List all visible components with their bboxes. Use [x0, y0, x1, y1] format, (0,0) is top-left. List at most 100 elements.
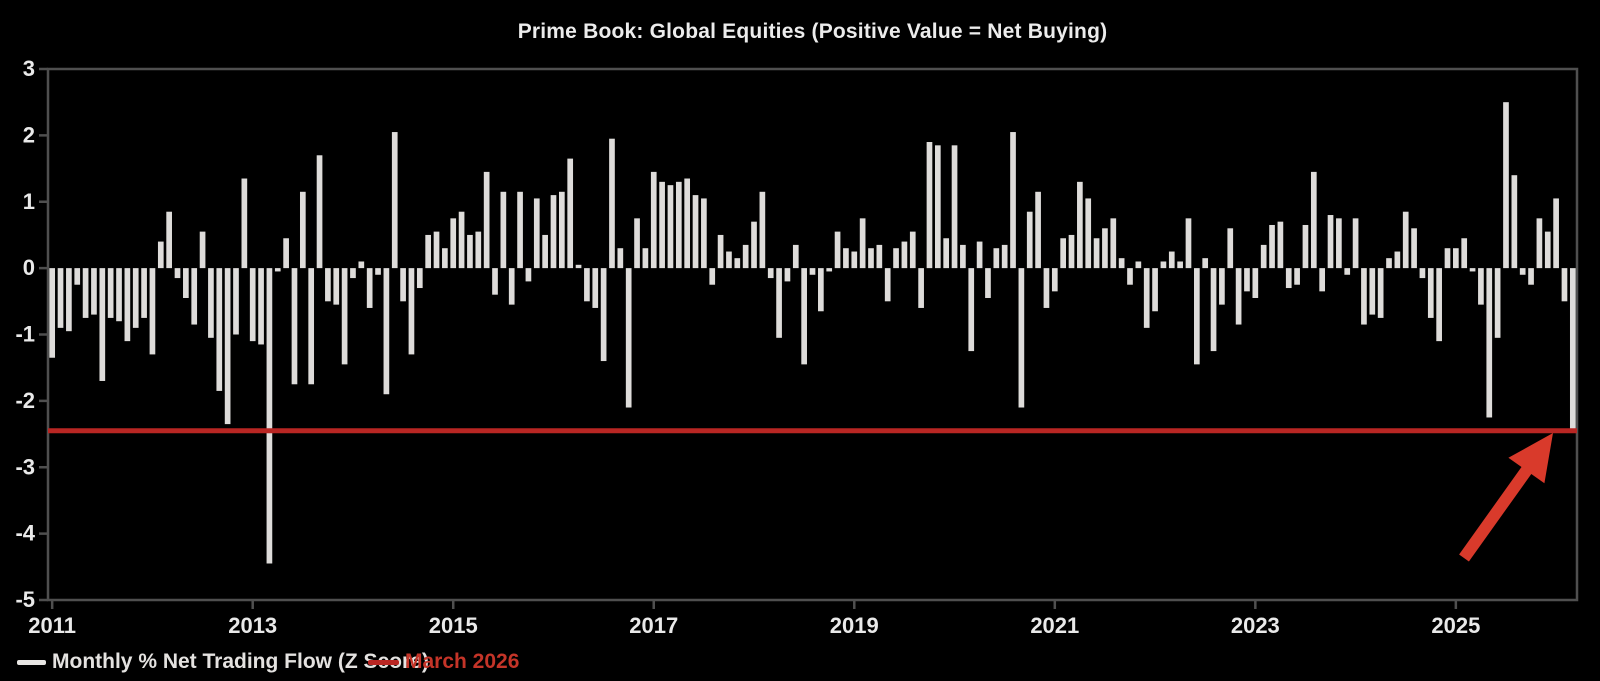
legend: Monthly % Net Trading Flow (Z Score) Mar… [0, 645, 1600, 679]
bar [132, 268, 139, 328]
bar [985, 268, 991, 298]
bar [1377, 268, 1384, 318]
bar [1553, 198, 1559, 269]
refline-legend-label: March 2026 [405, 650, 520, 673]
bar [1327, 215, 1334, 269]
bar [834, 231, 841, 269]
bar [1402, 211, 1409, 269]
bar [818, 268, 824, 312]
bar [183, 268, 189, 298]
bar [1160, 261, 1167, 269]
bar [1135, 261, 1142, 269]
bar [1319, 268, 1326, 292]
bar [442, 248, 448, 269]
bar [400, 268, 406, 302]
bar [375, 268, 381, 275]
bar [759, 191, 766, 269]
bar [391, 132, 398, 269]
bar [233, 268, 239, 335]
bar [734, 258, 741, 269]
bar [625, 268, 632, 408]
bar [1143, 268, 1150, 328]
bar [968, 268, 975, 352]
bar [1093, 238, 1100, 269]
bar [350, 268, 356, 279]
bar [174, 268, 181, 279]
bar [684, 178, 691, 269]
bar [416, 268, 423, 289]
bar [1077, 181, 1083, 269]
bar [74, 268, 81, 285]
bar [542, 234, 548, 269]
bar [742, 244, 749, 269]
bar [1352, 218, 1359, 269]
bar [492, 268, 498, 295]
bar [107, 268, 114, 318]
bar [926, 142, 933, 269]
bar [274, 268, 281, 272]
bar [868, 248, 874, 269]
refline-swatch [368, 659, 399, 665]
bar [408, 268, 415, 355]
bar [592, 268, 599, 308]
bar [1260, 244, 1267, 269]
bar [1102, 228, 1108, 269]
bar [425, 234, 432, 269]
bar [1244, 268, 1250, 292]
y-tick-label: -2 [15, 388, 35, 413]
bar [884, 268, 891, 302]
x-tick-label: 2017 [629, 613, 678, 638]
bar [99, 268, 106, 381]
bar [675, 181, 682, 269]
bar [1068, 234, 1075, 269]
bar [934, 145, 941, 269]
bar [659, 181, 665, 269]
bar [1294, 268, 1300, 285]
x-tick-label: 2019 [830, 613, 879, 638]
bar [1001, 244, 1008, 269]
bar [1444, 248, 1451, 269]
x-tick-label: 2015 [429, 613, 478, 638]
bar [650, 171, 657, 269]
bar [1411, 228, 1417, 269]
y-tick-label: -4 [15, 521, 35, 546]
bar [1051, 268, 1058, 292]
chart-title: Prime Book: Global Equities (Positive Va… [517, 20, 1108, 43]
bar [1386, 258, 1392, 269]
bar [1210, 268, 1217, 352]
bar [1494, 268, 1501, 338]
bar [249, 268, 256, 342]
bar [199, 231, 206, 269]
bar [1110, 218, 1117, 269]
bar [216, 268, 223, 391]
bar [1060, 238, 1066, 269]
bar [1018, 268, 1025, 408]
bar [66, 268, 72, 332]
bar [1152, 268, 1158, 312]
bar [82, 268, 89, 318]
bar [1453, 248, 1459, 269]
bar [141, 268, 147, 318]
bar [1269, 224, 1275, 269]
bar [91, 268, 97, 315]
bar [1469, 268, 1476, 272]
y-tick-label: -1 [15, 322, 35, 347]
bar [559, 191, 565, 269]
x-tick-label: 2023 [1231, 613, 1280, 638]
x-tick-label: 2025 [1431, 613, 1480, 638]
bar [224, 268, 231, 425]
bar [325, 268, 331, 302]
bar [809, 268, 816, 275]
bar [909, 231, 916, 269]
bar [1519, 268, 1526, 275]
annotation-arrow-icon [1459, 433, 1553, 562]
bar [667, 185, 674, 269]
bar [1528, 268, 1534, 285]
bar [960, 244, 966, 269]
bar [149, 268, 156, 355]
bar [1503, 102, 1509, 269]
bar [258, 268, 264, 345]
bar [1486, 268, 1493, 418]
bar [533, 198, 540, 269]
bar [116, 268, 122, 322]
